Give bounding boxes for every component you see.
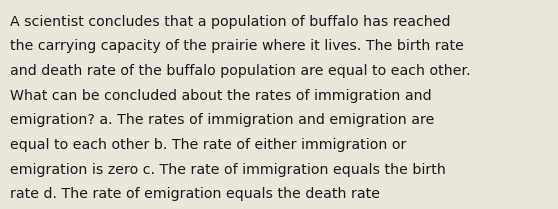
Text: equal to each other b. The rate of either immigration or: equal to each other b. The rate of eithe… [10, 138, 406, 152]
Text: What can be concluded about the rates of immigration and: What can be concluded about the rates of… [10, 89, 432, 103]
Text: rate d. The rate of emigration equals the death rate: rate d. The rate of emigration equals th… [10, 187, 380, 201]
Text: A scientist concludes that a population of buffalo has reached: A scientist concludes that a population … [10, 15, 450, 29]
Text: emigration is zero c. The rate of immigration equals the birth: emigration is zero c. The rate of immigr… [10, 163, 446, 177]
Text: emigration? a. The rates of immigration and emigration are: emigration? a. The rates of immigration … [10, 113, 435, 127]
Text: and death rate of the buffalo population are equal to each other.: and death rate of the buffalo population… [10, 64, 470, 78]
Text: the carrying capacity of the prairie where it lives. The birth rate: the carrying capacity of the prairie whe… [10, 39, 464, 53]
